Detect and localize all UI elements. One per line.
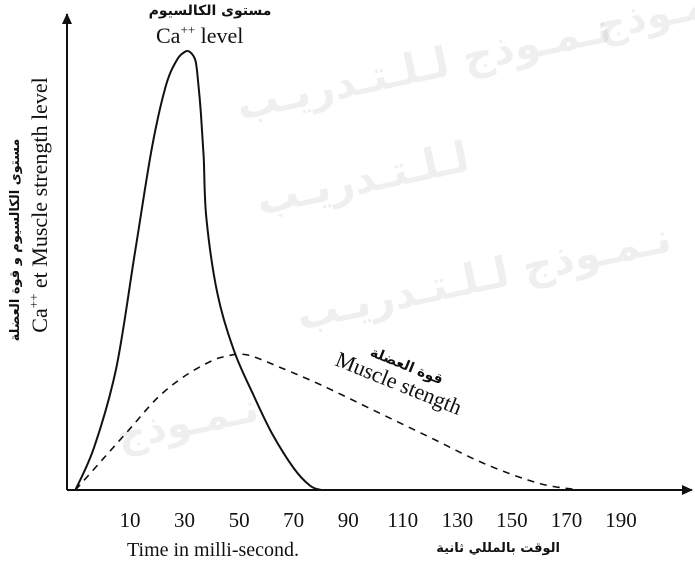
series-line-muscle-strength	[74, 353, 581, 491]
x-tick-label: 50	[229, 508, 250, 532]
x-tick-labels: 10 30 50 70 90 110 130 150 170 190	[120, 508, 637, 532]
x-axis-label-arabic: الوقت بالمللي ثانية	[436, 541, 560, 556]
x-tick-label: 150	[496, 508, 528, 532]
x-tick-label: 110	[387, 508, 418, 532]
x-tick-label: 70	[283, 508, 304, 532]
watermark-text: نـمـوذج	[113, 385, 263, 460]
x-tick-label: 90	[338, 508, 359, 532]
series-label-ca-arabic: مستوى الكالسيوم	[149, 3, 272, 19]
watermark-text: نـمـوذج لـلـتـدريـب	[292, 213, 676, 341]
x-tick-label: 170	[551, 508, 583, 532]
y-label-sup: ++	[26, 294, 41, 309]
x-tick-label: 190	[605, 508, 637, 532]
series-label-ca-level: Ca++ level	[156, 22, 243, 48]
x-tick-label: 130	[442, 508, 474, 532]
x-tick-label: 30	[174, 508, 195, 532]
y-axis-label: Ca++ et Muscle strength level	[26, 77, 52, 332]
ca-label-main: Ca	[156, 23, 181, 48]
y-axis-label-arabic: مستوى الكالسيوم و قوة العضلة	[8, 139, 23, 342]
x-axis-label: Time in milli-second.	[127, 539, 299, 561]
y-label-main: Ca	[27, 308, 52, 333]
ca-label-sup: ++	[180, 22, 195, 37]
series-line-ca-level	[74, 49, 322, 491]
watermark-text: نـمـوذج لـلـتـدريـب	[232, 3, 616, 131]
x-tick-label: 10	[120, 508, 141, 532]
ca-label-rest: level	[195, 23, 243, 48]
y-label-rest: et Muscle strength level	[27, 77, 52, 293]
watermark-text: لـلـتـدريـب	[252, 132, 474, 225]
